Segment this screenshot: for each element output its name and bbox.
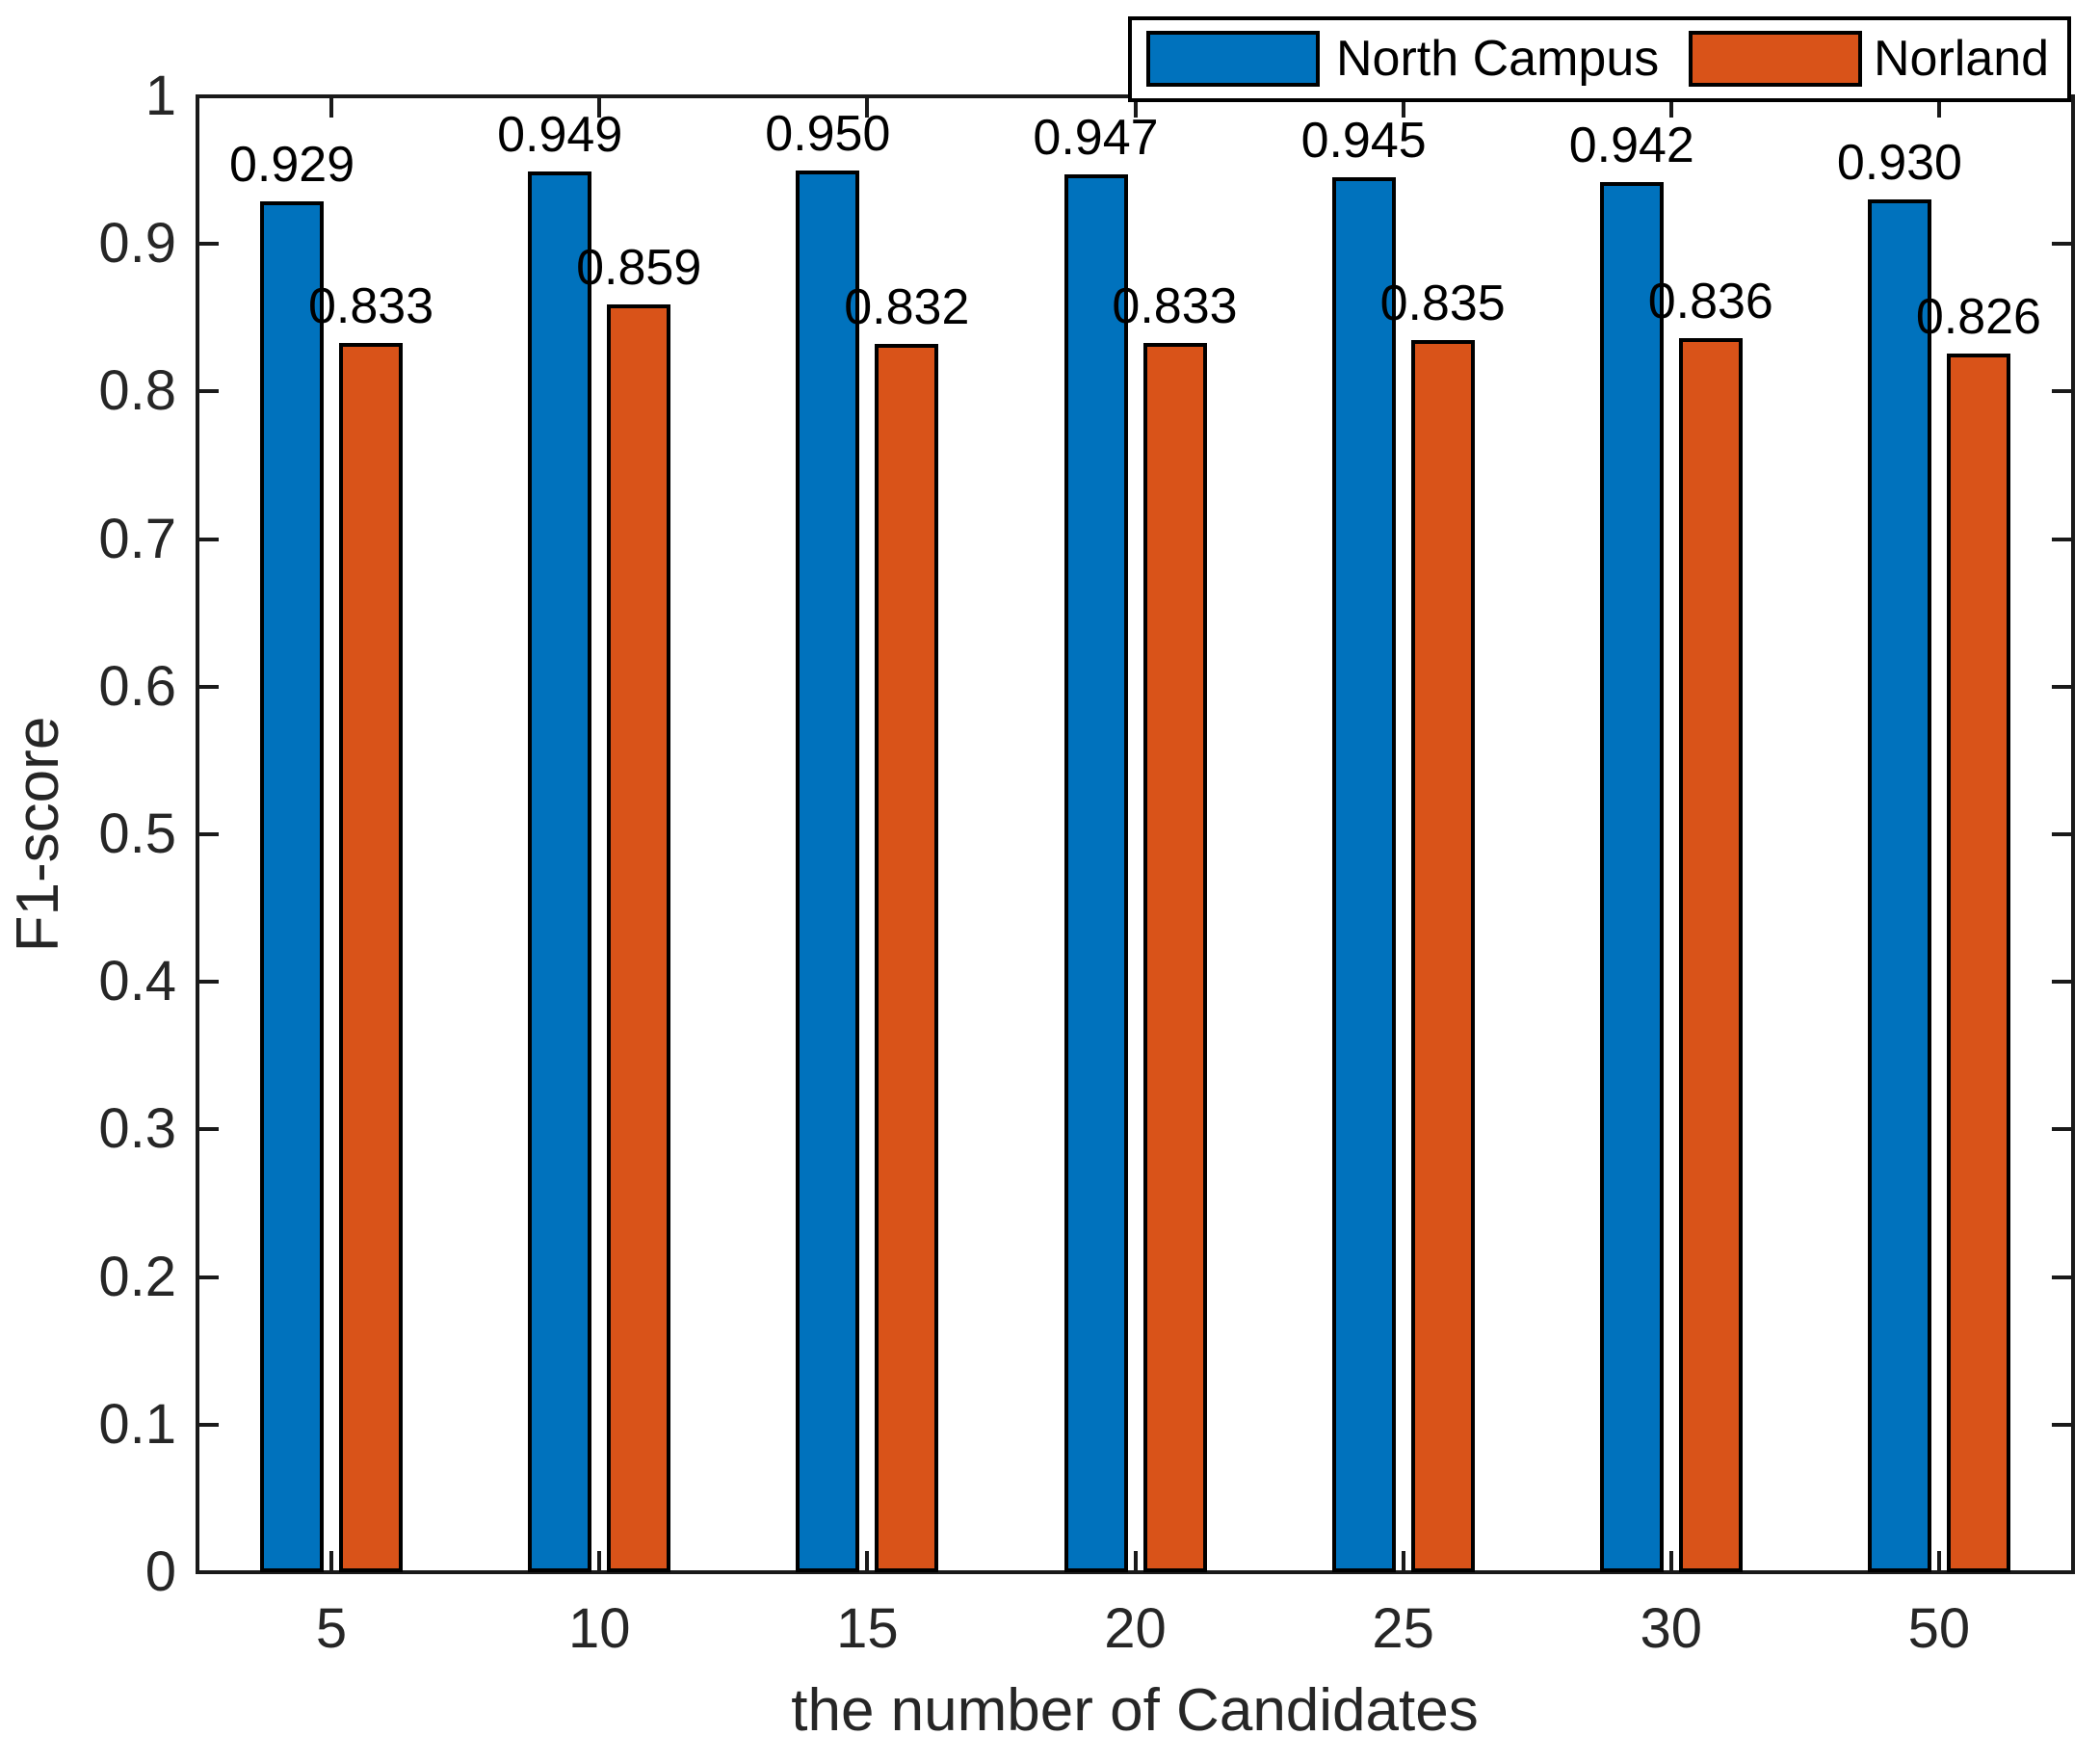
value-label-norland-50: 0.826 [1915,288,2041,345]
y-tick-right-0.6 [2052,684,2071,689]
bar-north-campus-25 [1331,177,1396,1572]
x-tick-bottom-50 [1936,1551,1941,1570]
x-tick-label-50: 50 [1907,1597,1971,1660]
x-tick-top-20 [1133,98,1138,118]
y-tick-label-0.6: 0.6 [98,654,176,718]
x-tick-top-25 [1401,98,1405,118]
bar-norland-25 [1410,339,1475,1572]
y-tick-right-0.3 [2052,1127,2071,1132]
legend: North Campus Norland [1128,16,2071,102]
value-label-norland-10: 0.859 [576,240,702,296]
y-tick-left-0.9 [199,242,219,247]
y-tick-left-0.6 [199,684,219,689]
y-tick-left-0.8 [199,389,219,394]
value-label-north-campus-5: 0.929 [228,136,355,193]
y-tick-left-0.3 [199,1127,219,1132]
x-tick-label-10: 10 [567,1597,631,1660]
x-tick-top-15 [865,98,870,118]
x-tick-label-25: 25 [1372,1597,1434,1660]
y-tick-right-0.8 [2052,389,2071,394]
legend-swatch-norland [1689,31,1862,87]
x-axis-label: the number of Candidates [791,1677,1479,1744]
value-label-north-campus-15: 0.950 [765,105,891,162]
value-label-norland-25: 0.835 [1379,275,1506,331]
x-tick-bottom-20 [1133,1551,1138,1570]
bar-north-campus-50 [1867,199,1931,1572]
value-label-north-campus-50: 0.930 [1836,135,1962,192]
y-tick-right-0.1 [2052,1422,2071,1427]
y-tick-left-1 [199,94,219,98]
x-tick-label-20: 20 [1104,1597,1167,1660]
x-tick-bottom-5 [329,1551,334,1570]
y-axis-label: F1-score [5,716,71,953]
bar-north-campus-15 [796,170,860,1572]
x-tick-label-15: 15 [836,1597,899,1660]
x-tick-bottom-25 [1401,1551,1405,1570]
x-tick-top-30 [1668,98,1673,118]
y-tick-label-0.5: 0.5 [98,802,176,865]
bar-north-campus-10 [528,171,592,1572]
y-tick-label-0: 0 [144,1540,176,1603]
x-tick-label-30: 30 [1640,1597,1703,1660]
bar-norland-10 [607,304,671,1572]
y-tick-left-0.5 [199,832,219,836]
bar-norland-15 [875,344,939,1572]
bar-north-campus-5 [260,200,325,1572]
bar-north-campus-30 [1599,181,1664,1572]
bar-norland-20 [1142,342,1207,1572]
y-tick-right-0.9 [2052,242,2071,247]
y-tick-right-0.7 [2052,537,2071,541]
value-label-north-campus-20: 0.947 [1033,110,1159,167]
y-tick-left-0.2 [199,1275,219,1279]
y-tick-right-0 [2052,1570,2071,1574]
value-label-norland-5: 0.833 [307,277,434,334]
value-label-norland-15: 0.832 [844,279,970,336]
y-tick-label-0.7: 0.7 [98,507,176,570]
y-tick-label-0.4: 0.4 [98,950,176,1013]
value-label-norland-30: 0.836 [1647,274,1773,330]
x-tick-bottom-10 [597,1551,602,1570]
x-tick-top-5 [329,98,334,118]
value-label-north-campus-30: 0.942 [1568,117,1694,173]
y-tick-left-0.1 [199,1422,219,1427]
x-tick-bottom-15 [865,1551,870,1570]
value-label-north-campus-10: 0.949 [497,107,623,164]
bar-norland-30 [1678,338,1743,1572]
y-tick-label-0.9: 0.9 [98,212,176,276]
y-tick-label-1: 1 [144,65,176,127]
x-tick-label-5: 5 [315,1597,348,1660]
y-tick-left-0 [199,1570,219,1574]
y-tick-right-0.5 [2052,832,2071,836]
x-tick-bottom-30 [1668,1551,1673,1570]
y-tick-left-0.7 [199,537,219,541]
y-tick-right-0.4 [2052,980,2071,985]
y-tick-label-0.3: 0.3 [98,1097,176,1161]
x-tick-top-10 [597,98,602,118]
bar-norland-5 [339,342,404,1572]
value-label-north-campus-25: 0.945 [1300,113,1427,170]
legend-label-norland: Norland [1874,31,2050,87]
x-tick-top-50 [1936,98,1941,118]
bar-north-campus-20 [1063,174,1128,1572]
y-tick-label-0.8: 0.8 [98,359,176,423]
bar-norland-50 [1946,353,2010,1572]
y-tick-left-0.4 [199,980,219,985]
value-label-norland-20: 0.833 [1112,277,1238,334]
y-tick-label-0.2: 0.2 [98,1245,176,1308]
y-tick-label-0.1: 0.1 [98,1392,176,1456]
y-tick-right-0.2 [2052,1275,2071,1279]
legend-swatch-north-campus [1146,31,1320,87]
legend-label-north-campus: North Campus [1336,31,1660,87]
